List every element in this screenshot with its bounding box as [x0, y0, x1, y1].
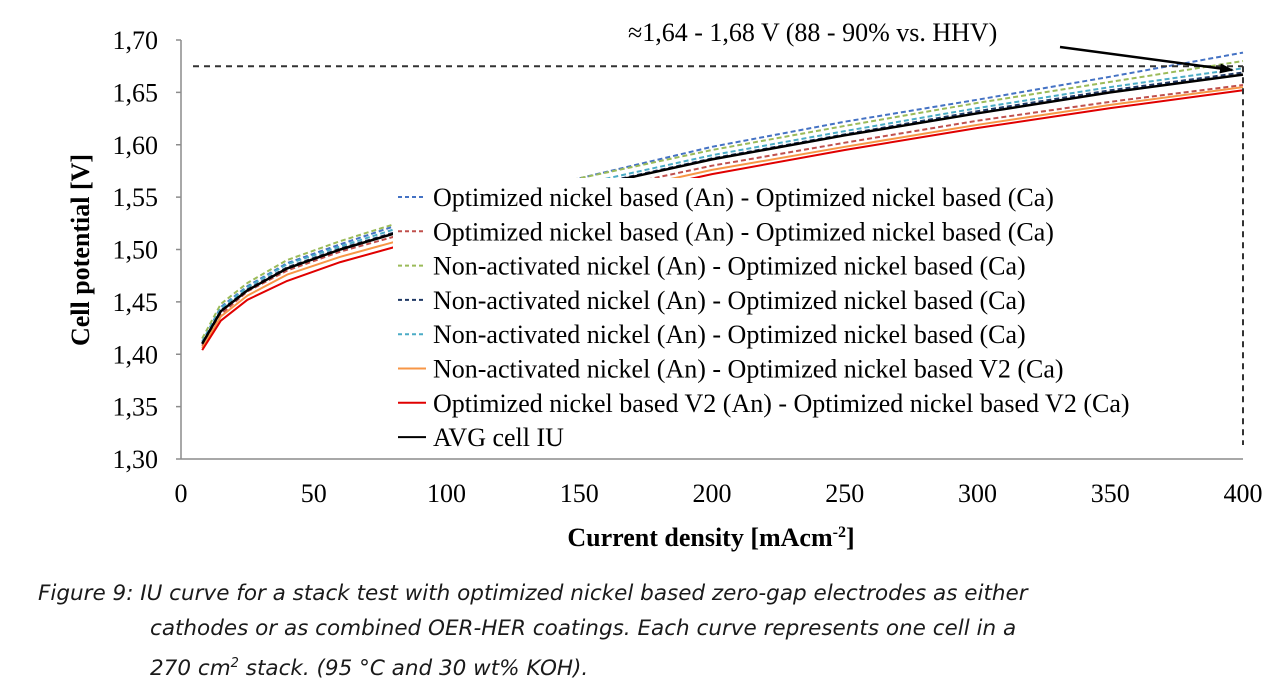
legend-label: Non-activated nickel (An) - Optimized ni… — [433, 252, 1026, 281]
legend-label: AVG cell IU — [433, 423, 564, 452]
x-tick-label: 400 — [1224, 479, 1263, 508]
caption-line-3-start: 270 cm — [150, 656, 231, 682]
x-tick-label: 200 — [693, 479, 732, 508]
caption-line-3-end: stack. (95 °C and 30 wt% KOH). — [238, 656, 589, 682]
x-tick-label: 250 — [825, 479, 864, 508]
x-tick-label: 0 — [175, 479, 188, 508]
y-tick-label: 1,45 — [113, 288, 159, 317]
y-axis-title: Cell potential [V] — [66, 154, 95, 346]
x-tick-label: 100 — [427, 479, 466, 508]
x-tick-label: 300 — [958, 479, 997, 508]
y-tick-label: 1,50 — [113, 236, 159, 265]
y-tick-label: 1,40 — [113, 340, 159, 369]
x-tick-label: 50 — [301, 479, 327, 508]
annotation: ≈1,64 - 1,68 V (88 - 90% vs. HHV) — [193, 18, 1244, 445]
legend-label: Optimized nickel based V2 (An) - Optimiz… — [433, 389, 1130, 418]
y-tick-label: 1,70 — [113, 26, 159, 55]
y-tick-label: 1,30 — [113, 445, 159, 474]
y-tick-labels: 1,30 1,35 1,40 1,45 1,50 1,55 1,60 1,65 1,70 — [113, 26, 181, 474]
annotation-text: ≈1,64 - 1,68 V (88 - 90% vs. HHV) — [628, 18, 997, 47]
legend-label: Optimized nickel based (An) - Optimized … — [433, 183, 1054, 212]
figure-caption: Figure 9: IU curve for a stack test with… — [38, 576, 1268, 686]
y-tick-label: 1,35 — [113, 393, 159, 422]
legend-label: Non-activated nickel (An) - Optimized ni… — [433, 355, 1064, 384]
legend-label: Optimized nickel based (An) - Optimized … — [433, 217, 1054, 246]
caption-line-3: 270 cm2 stack. (95 °C and 30 wt% KOH). — [38, 646, 1268, 686]
x-tick-label: 350 — [1091, 479, 1130, 508]
x-tick-label: 150 — [560, 479, 599, 508]
caption-superscript: 2 — [230, 656, 239, 671]
annotation-arrow — [1059, 45, 1234, 74]
legend-background — [393, 178, 1229, 458]
legend: Optimized nickel based (An) - Optimized … — [398, 183, 1130, 452]
y-tick-label: 1,55 — [113, 183, 159, 212]
series-line — [201, 60, 1244, 339]
caption-line-2: cathodes or as combined OER-HER coatings… — [150, 616, 1017, 641]
x-tick-labels: 0 50 100 150 200 250 300 350 400 — [175, 479, 1263, 508]
x-axis-title: Current density [mAcm-2] — [567, 523, 854, 552]
y-tick-label: 1,60 — [113, 131, 159, 160]
caption-line-1: Figure 9: IU curve for a stack test with… — [38, 581, 1028, 606]
y-tick-label: 1,65 — [113, 78, 159, 107]
legend-label: Non-activated nickel (An) - Optimized ni… — [433, 320, 1026, 349]
iu-chart: 1,30 1,35 1,40 1,45 1,50 1,55 1,60 1,65 1,70 0 50… — [66, 18, 1263, 552]
legend-label: Non-activated nickel (An) - Optimized ni… — [433, 286, 1026, 315]
